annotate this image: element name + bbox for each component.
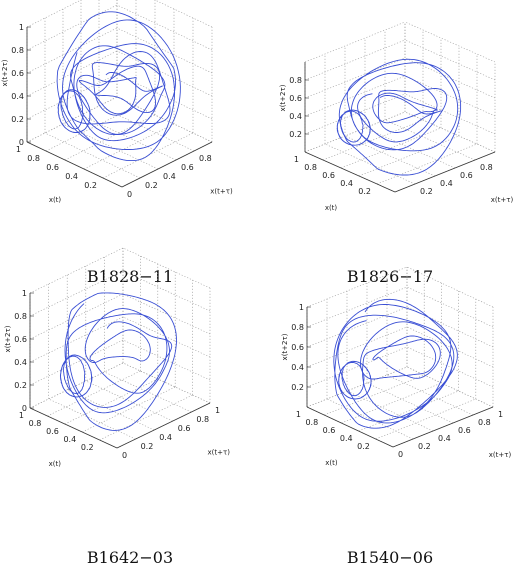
panel-caption: B1828−11 bbox=[87, 267, 173, 286]
z-tick-label: 0.2 bbox=[291, 383, 304, 392]
y-tick-label: 0.2 bbox=[141, 442, 154, 451]
x-tick-label: 1 bbox=[19, 411, 24, 420]
y-tick-label: 0.8 bbox=[196, 415, 209, 424]
z-tick-label: 0.8 bbox=[291, 323, 304, 332]
trajectory-inner-loops bbox=[59, 354, 93, 398]
x-tick-label: 0.6 bbox=[46, 427, 59, 436]
panel-caption: B1826−17 bbox=[347, 267, 433, 286]
y-tick-label: 0.6 bbox=[181, 163, 194, 172]
y-tick-label: 0.4 bbox=[440, 179, 453, 188]
x-axis-label: x(t) bbox=[49, 460, 62, 468]
z-tick-label: 0.4 bbox=[14, 358, 27, 367]
z-tick-label: 0.2 bbox=[289, 130, 302, 139]
y-axis-label: x(t+τ) bbox=[210, 187, 233, 195]
y-tick-label: 0.8 bbox=[480, 163, 493, 172]
x-axis-label: x(t) bbox=[325, 204, 338, 212]
trajectory-line bbox=[333, 298, 458, 429]
x-tick-label: 0.8 bbox=[29, 419, 42, 428]
y-tick-label: 0.6 bbox=[460, 171, 473, 180]
x-tick-label: 0.2 bbox=[81, 443, 94, 452]
phase-space-panel: 0.20.40.60.80.20.40.60.810.20.40.60.8x(t… bbox=[279, 21, 514, 286]
z-tick-label: 0 bbox=[19, 138, 24, 147]
z-tick-label: 0.4 bbox=[289, 112, 302, 121]
trajectory-inner-loops bbox=[336, 109, 371, 146]
x-axis-label: x(t) bbox=[49, 196, 62, 204]
x-tick-label: 0.2 bbox=[357, 442, 370, 451]
y-tick-label: 0 bbox=[127, 190, 132, 199]
x-tick-label: 1 bbox=[296, 410, 301, 419]
z-axis-label: x(t+2τ) bbox=[4, 325, 12, 352]
x-tick-label: 0.8 bbox=[27, 154, 40, 163]
z-tick-label: 1 bbox=[22, 289, 27, 298]
z-tick-label: 1 bbox=[19, 23, 24, 32]
x-tick-label: 0.4 bbox=[340, 179, 353, 188]
y-tick-label: 0.4 bbox=[163, 172, 176, 181]
y-tick-label: 0.4 bbox=[159, 433, 172, 442]
trajectory-inner-loops bbox=[338, 360, 372, 400]
y-tick-label: 1 bbox=[498, 410, 503, 419]
y-tick-label: 0.2 bbox=[145, 181, 158, 190]
trajectory-line bbox=[64, 292, 177, 431]
y-tick-label: 0.2 bbox=[418, 442, 431, 451]
z-axis-label: x(t+2τ) bbox=[281, 333, 289, 360]
x-tick-label: 0.8 bbox=[304, 163, 317, 172]
z-tick-label: 0.6 bbox=[11, 69, 24, 78]
x-tick-label: 0.4 bbox=[65, 172, 78, 181]
z-tick-label: 0 bbox=[22, 404, 27, 413]
panel-caption: B1540−06 bbox=[347, 548, 433, 567]
x-tick-label: 0.6 bbox=[46, 163, 59, 172]
y-tick-label: 0 bbox=[122, 451, 127, 460]
x-tick-label: 0.6 bbox=[322, 171, 335, 180]
z-tick-label: 0.6 bbox=[291, 343, 304, 352]
z-tick-label: 0.6 bbox=[289, 94, 302, 103]
phase-space-panel: 00.20.40.60.810.20.40.60.8100.20.40.60.8… bbox=[1, 0, 233, 286]
y-tick-label: 0.6 bbox=[458, 426, 471, 435]
z-tick-label: 0.2 bbox=[14, 381, 27, 390]
x-tick-label: 0.8 bbox=[305, 418, 318, 427]
z-tick-label: 0.6 bbox=[14, 335, 27, 344]
z-tick-label: 0.8 bbox=[11, 46, 24, 55]
y-axis-label: x(t+τ) bbox=[208, 448, 231, 456]
z-tick-label: 1 bbox=[299, 303, 304, 312]
y-tick-label: 1 bbox=[215, 406, 220, 415]
x-tick-label: 1 bbox=[16, 145, 21, 154]
z-tick-label: 0.8 bbox=[289, 76, 302, 85]
trajectory-line bbox=[56, 11, 181, 162]
y-tick-label: 0.8 bbox=[478, 418, 491, 427]
trajectory-inner-loops bbox=[57, 89, 91, 134]
z-tick-label: 0.4 bbox=[11, 92, 24, 101]
phase-space-panel: 00.20.40.60.810.20.40.60.8100.20.40.60.8… bbox=[4, 247, 231, 567]
x-tick-label: 0.4 bbox=[340, 434, 353, 443]
z-axis-label: x(t+2τ) bbox=[279, 84, 287, 111]
z-tick-label: 0.8 bbox=[14, 312, 27, 321]
x-tick-label: 0.2 bbox=[358, 187, 371, 196]
y-tick-label: 0.8 bbox=[199, 154, 212, 163]
z-tick-label: 0.4 bbox=[291, 363, 304, 372]
y-tick-label: 0.2 bbox=[420, 187, 433, 196]
x-tick-label: 0.6 bbox=[323, 426, 336, 435]
phase-space-panel: 0.2 0.4 0.6 0.8 1 0.2 0.4 0.6 0.8 1 0 0.2 0.4 0.6 0.8 1… bbox=[281, 266, 512, 567]
x-tick-label: 1 bbox=[294, 155, 299, 164]
trajectory-line bbox=[338, 58, 462, 176]
y-tick-label: 0.4 bbox=[438, 434, 451, 443]
y-axis-label: x(t+τ) bbox=[491, 196, 514, 204]
x-axis-label: x(t) bbox=[325, 459, 338, 467]
panel-caption: B1642−03 bbox=[87, 548, 173, 567]
y-axis-label: x(t+τ) bbox=[489, 451, 512, 459]
y-tick-label: 0 bbox=[398, 450, 403, 459]
x-tick-label: 0.4 bbox=[63, 435, 76, 444]
z-tick-label: 0.2 bbox=[11, 115, 24, 124]
x-tick-label: 0.2 bbox=[84, 181, 97, 190]
y-tick-label: 0.6 bbox=[178, 424, 191, 433]
z-axis-label: x(t+2τ) bbox=[1, 59, 9, 86]
